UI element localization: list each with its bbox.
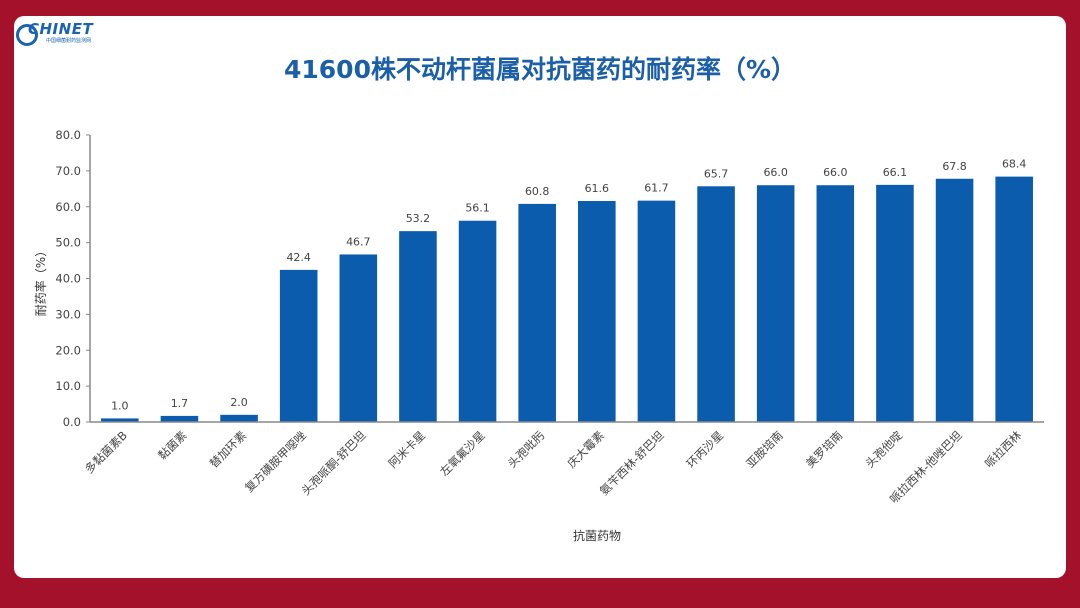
y-axis-label: 耐药率（%）: [33, 245, 48, 316]
chart-title: 41600株不动杆菌属对抗菌药的耐药率（%）: [283, 55, 797, 84]
y-tick-label: 40.0: [55, 272, 81, 286]
x-tick-label: 头孢他啶: [863, 428, 906, 471]
x-tick-label: 哌拉西林: [982, 428, 1025, 471]
x-tick-label: 替加环素: [207, 428, 249, 470]
logo-subtitle: 中国细菌耐药监测网: [46, 38, 92, 44]
x-tick-label: 左氧氟沙星: [437, 428, 488, 479]
y-tick-label: 30.0: [55, 307, 81, 321]
x-tick-label: 多黏菌素B: [82, 428, 130, 476]
data-label: 46.7: [346, 235, 371, 248]
data-label: 67.8: [942, 160, 967, 173]
x-tick-label: 头孢吡肟: [505, 428, 547, 470]
bar: [339, 254, 378, 422]
x-tick-label: 黏菌素: [155, 428, 189, 462]
data-label: 42.4: [286, 251, 311, 264]
data-label: 68.4: [1002, 158, 1027, 171]
data-label: 66.0: [763, 166, 788, 179]
bar: [399, 231, 437, 422]
data-label: 60.8: [525, 185, 550, 198]
bar: [935, 178, 974, 422]
data-label: 61.6: [585, 182, 610, 195]
bar: [518, 203, 556, 422]
x-tick-label: 亚胺培南: [743, 428, 785, 470]
y-tick-label: 20.0: [55, 343, 81, 357]
x-tick-label: 头孢哌酮-舒巴坦: [299, 428, 369, 498]
bar: [279, 269, 318, 422]
data-label: 1.0: [111, 399, 129, 412]
bar: [637, 200, 676, 422]
y-tick-label: 60.0: [55, 200, 81, 214]
data-label: 65.7: [704, 167, 729, 180]
x-tick-label: 环丙沙星: [684, 428, 726, 470]
bar: [697, 186, 735, 422]
bar: [816, 185, 855, 422]
bar: [995, 176, 1033, 422]
chinet-logo: CHINET 中国细菌耐药监测网: [16, 20, 106, 50]
data-label: 66.1: [883, 166, 908, 179]
data-label: 53.2: [406, 212, 431, 225]
x-tick-label: 复方磺胺甲噁唑: [242, 428, 309, 495]
y-tick-label: 70.0: [55, 164, 81, 178]
data-label: 2.0: [230, 396, 248, 409]
x-axis-label: 抗菌药物: [573, 528, 621, 543]
bar: [160, 415, 199, 422]
bar-series: 1.0 1.7 2.0 42.4 46.7 53.2 56.1 60.8 61.6 61.7 65.…: [101, 158, 1033, 422]
y-tick-label: 10.0: [55, 379, 81, 393]
data-label: 1.7: [171, 397, 189, 410]
bar: [756, 185, 795, 422]
y-tick-label: 80.0: [55, 128, 81, 142]
bar: [578, 201, 616, 422]
data-label: 56.1: [465, 202, 490, 215]
y-tick-label: 50.0: [55, 236, 81, 250]
bar: [220, 414, 258, 422]
x-tick-label: 氨苄西林-舒巴坦: [597, 428, 667, 498]
bar: [101, 418, 139, 422]
logo-ring-icon: [16, 24, 38, 46]
x-tick-label: 美罗培南: [803, 428, 845, 470]
x-tick-label: 庆大霉素: [565, 428, 607, 470]
y-tick-label: 0.0: [63, 415, 81, 429]
bar: [458, 220, 497, 422]
logo-text: CHINET: [28, 20, 94, 38]
y-axis: 0.0 10.0 20.0 30.0 40.0 50.0 60.0 70.0 80.0: [55, 128, 91, 429]
data-label: 66.0: [823, 166, 848, 179]
x-tick-label: 阿米卡星: [386, 428, 428, 470]
data-label: 61.7: [644, 182, 669, 195]
bar: [876, 184, 914, 422]
